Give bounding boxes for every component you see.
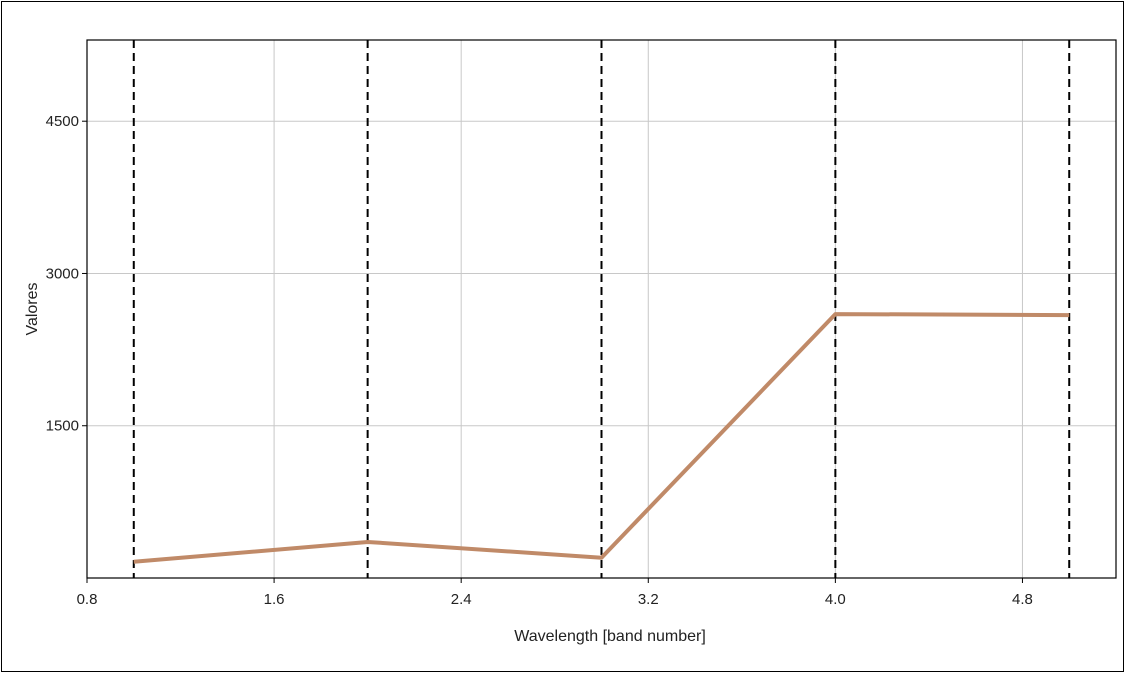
y-tick-label: 3000 xyxy=(46,265,79,282)
x-tick-label: 3.2 xyxy=(638,591,659,608)
grid xyxy=(86,40,1116,578)
plot-border xyxy=(86,39,1117,579)
y-tick-label: 4500 xyxy=(46,113,79,130)
band-markers xyxy=(132,40,1071,578)
x-axis-label: Wavelength [band number] xyxy=(514,628,706,645)
x-tick-label: 4.8 xyxy=(1012,591,1033,608)
y-axis: 1500 3000 4500 xyxy=(46,113,87,435)
y-axis-label: Valores xyxy=(24,282,41,335)
x-axis: 0.8 1.6 2.4 3.2 4.0 4.8 xyxy=(77,578,1033,608)
x-tick-label: 4.0 xyxy=(825,591,846,608)
x-tick-label: 1.6 xyxy=(264,591,285,608)
series-layer xyxy=(133,312,1070,564)
x-tick-label: 0.8 xyxy=(77,591,98,608)
y-tick-label: 1500 xyxy=(46,418,79,435)
x-tick-label: 2.4 xyxy=(451,591,472,608)
series-line xyxy=(133,312,1070,564)
